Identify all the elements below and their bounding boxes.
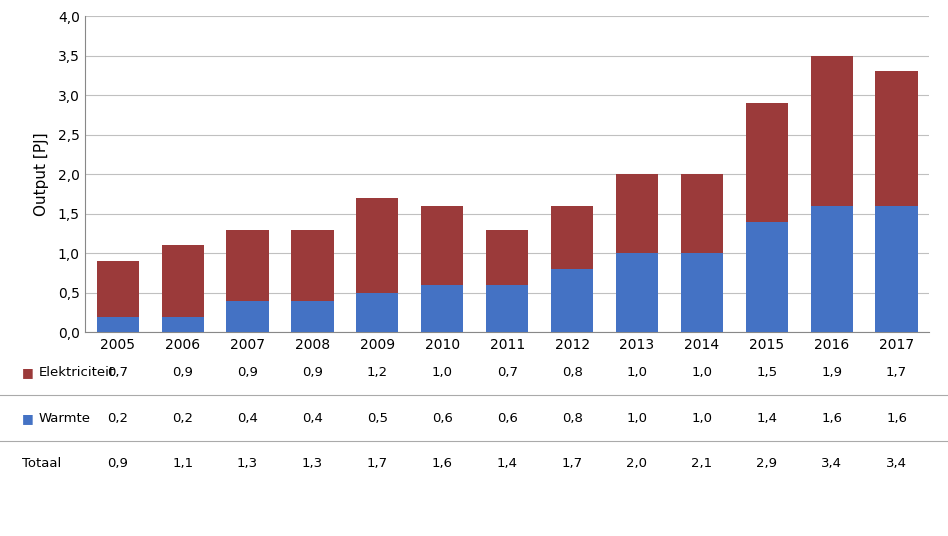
Bar bbox=[486, 285, 528, 332]
Text: 1,6: 1,6 bbox=[431, 457, 453, 470]
Text: 1,3: 1,3 bbox=[301, 457, 323, 470]
Text: 1,0: 1,0 bbox=[691, 366, 712, 379]
Text: 1,7: 1,7 bbox=[367, 457, 388, 470]
Bar bbox=[746, 103, 788, 222]
Bar bbox=[811, 56, 853, 206]
Text: 0,2: 0,2 bbox=[173, 412, 193, 425]
Bar bbox=[551, 269, 593, 332]
Text: 0,9: 0,9 bbox=[237, 366, 258, 379]
Y-axis label: Output [PJ]: Output [PJ] bbox=[34, 132, 49, 216]
Bar bbox=[227, 301, 268, 332]
Text: 2,0: 2,0 bbox=[627, 457, 647, 470]
Text: ■: ■ bbox=[22, 412, 33, 425]
Text: 0,2: 0,2 bbox=[107, 412, 128, 425]
Text: 1,2: 1,2 bbox=[367, 366, 388, 379]
Text: 2,1: 2,1 bbox=[691, 457, 713, 470]
Text: 1,6: 1,6 bbox=[886, 412, 907, 425]
Bar bbox=[291, 301, 334, 332]
Text: 1,6: 1,6 bbox=[821, 412, 842, 425]
Text: 0,4: 0,4 bbox=[237, 412, 258, 425]
Text: 0,9: 0,9 bbox=[173, 366, 193, 379]
Text: 0,9: 0,9 bbox=[107, 457, 128, 470]
Text: 1,7: 1,7 bbox=[886, 366, 907, 379]
Text: 1,0: 1,0 bbox=[627, 366, 647, 379]
Text: 0,7: 0,7 bbox=[497, 366, 518, 379]
Text: 1,4: 1,4 bbox=[497, 457, 518, 470]
Text: 1,0: 1,0 bbox=[431, 366, 453, 379]
Bar bbox=[616, 174, 658, 254]
Bar bbox=[876, 71, 918, 206]
Text: 1,4: 1,4 bbox=[757, 412, 777, 425]
Text: 0,6: 0,6 bbox=[497, 412, 518, 425]
Bar bbox=[421, 285, 464, 332]
Bar bbox=[876, 206, 918, 332]
Text: 0,9: 0,9 bbox=[302, 366, 323, 379]
Bar bbox=[551, 206, 593, 269]
Bar bbox=[291, 229, 334, 301]
Text: 1,0: 1,0 bbox=[691, 412, 712, 425]
Text: 0,7: 0,7 bbox=[107, 366, 128, 379]
Bar bbox=[421, 206, 464, 285]
Text: 1,0: 1,0 bbox=[627, 412, 647, 425]
Text: ■: ■ bbox=[22, 366, 33, 379]
Bar bbox=[227, 229, 268, 301]
Bar bbox=[161, 316, 204, 332]
Text: Elektriciteit: Elektriciteit bbox=[39, 366, 115, 379]
Bar bbox=[97, 261, 138, 316]
Bar bbox=[681, 254, 723, 332]
Text: 1,7: 1,7 bbox=[561, 457, 583, 470]
Text: 1,1: 1,1 bbox=[173, 457, 193, 470]
Text: 3,4: 3,4 bbox=[821, 457, 842, 470]
Bar bbox=[356, 198, 398, 293]
Text: 1,3: 1,3 bbox=[237, 457, 258, 470]
Text: 3,4: 3,4 bbox=[886, 457, 907, 470]
Bar bbox=[161, 245, 204, 316]
Text: 1,5: 1,5 bbox=[757, 366, 777, 379]
Bar bbox=[97, 316, 138, 332]
Text: 2,9: 2,9 bbox=[757, 457, 777, 470]
Text: 0,5: 0,5 bbox=[367, 412, 388, 425]
Text: 1,9: 1,9 bbox=[821, 366, 842, 379]
Text: Warmte: Warmte bbox=[39, 412, 91, 425]
Bar bbox=[486, 229, 528, 285]
Text: 0,8: 0,8 bbox=[561, 366, 582, 379]
Bar bbox=[356, 293, 398, 332]
Bar bbox=[746, 222, 788, 332]
Text: Totaal: Totaal bbox=[22, 457, 61, 470]
Bar bbox=[616, 254, 658, 332]
Bar bbox=[681, 174, 723, 254]
Text: 0,8: 0,8 bbox=[561, 412, 582, 425]
Text: 0,6: 0,6 bbox=[432, 412, 453, 425]
Text: 0,4: 0,4 bbox=[302, 412, 323, 425]
Bar bbox=[811, 206, 853, 332]
